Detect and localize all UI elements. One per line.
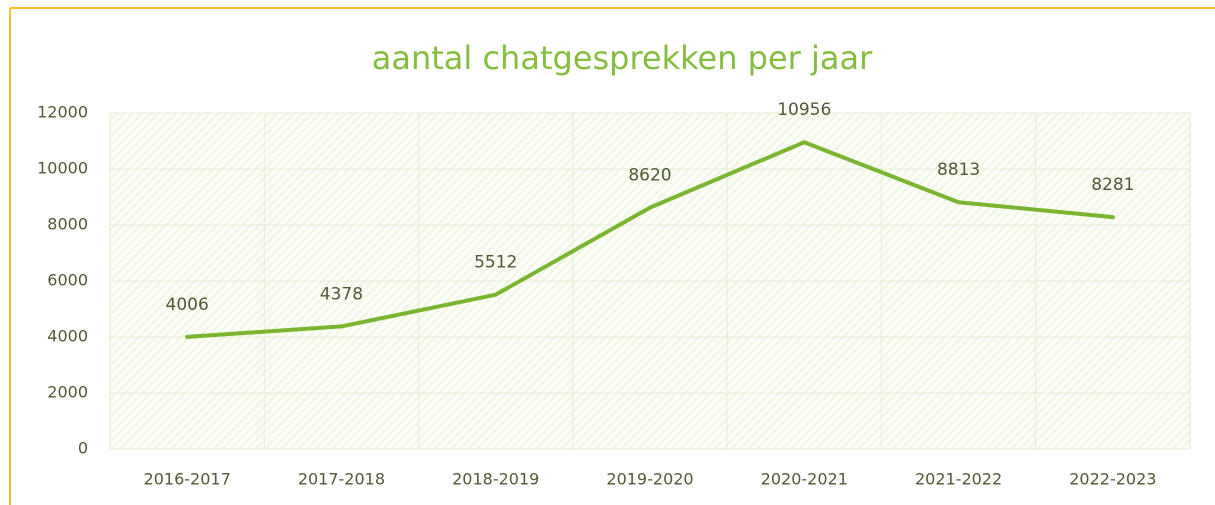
data-line — [185, 140, 1115, 339]
x-tick-label: 2020-2021 — [761, 470, 848, 489]
data-label: 4378 — [320, 284, 363, 304]
y-tick-label: 0 — [78, 439, 88, 458]
x-tick-label: 2022-2023 — [1069, 470, 1156, 489]
data-label: 5512 — [474, 253, 517, 273]
y-tick-label: 8000 — [47, 215, 88, 234]
x-tick-label: 2021-2022 — [915, 470, 1002, 489]
y-tick-label: 6000 — [47, 271, 88, 290]
data-label: 8620 — [628, 166, 671, 186]
data-label: 8281 — [1091, 175, 1134, 195]
y-tick-label: 2000 — [47, 383, 88, 402]
x-tick-label: 2017-2018 — [298, 470, 385, 489]
data-label: 4006 — [166, 295, 209, 315]
x-tick-label: 2019-2020 — [606, 470, 693, 489]
data-label: 8813 — [937, 160, 980, 180]
y-tick-label: 12000 — [37, 103, 88, 122]
x-tick-label: 2016-2017 — [144, 470, 231, 489]
y-tick-label: 10000 — [37, 159, 88, 178]
y-tick-label: 4000 — [47, 327, 88, 346]
data-label: 10956 — [777, 100, 831, 120]
x-tick-label: 2018-2019 — [452, 470, 539, 489]
chart-title: aantal chatgesprekken per jaar — [372, 39, 873, 77]
